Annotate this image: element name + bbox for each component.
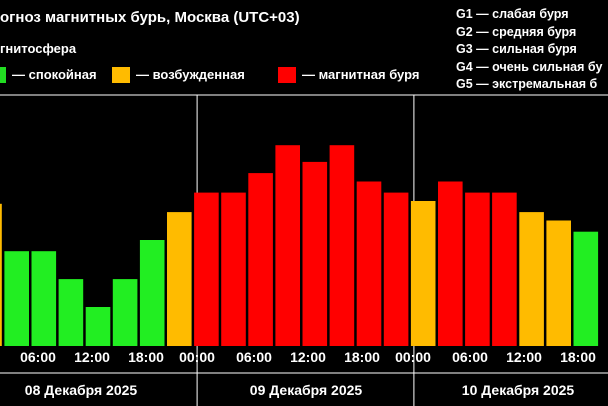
x-tick-label: 06:00 — [236, 349, 272, 365]
bar-calm — [4, 251, 30, 346]
legend-excited-label: — возбужденная — [136, 67, 245, 82]
g-legend-item: G1 — слабая буря — [456, 7, 569, 21]
day-label: 09 Декабря 2025 — [250, 382, 363, 398]
bar-storm — [275, 145, 300, 346]
legend-storm-label: — магнитная буря — [302, 67, 420, 82]
legend-storm-swatch — [278, 67, 296, 83]
bar-storm — [194, 192, 219, 346]
g-legend-item: G5 — экстремальная б — [456, 77, 598, 91]
bar-storm — [438, 181, 463, 346]
bar-storm — [465, 192, 490, 346]
day-label: 10 Декабря 2025 — [462, 382, 575, 398]
bar-storm — [356, 181, 382, 346]
g-scale-legend: G1 — слабая буря G2 — средняя буря G3 — си… — [456, 6, 608, 94]
bar-excited — [167, 212, 192, 346]
bar-storm — [383, 192, 409, 346]
x-tick-label: 00:00 — [179, 349, 215, 365]
bar-storm — [302, 161, 328, 346]
chart-subtitle: гнитосфера — [0, 41, 77, 56]
bar-storm — [329, 145, 355, 346]
x-tick-label: 18:00 — [128, 349, 164, 365]
bar-calm — [31, 251, 57, 346]
legend-calm-swatch — [0, 67, 6, 83]
x-tick-label: 06:00 — [452, 349, 488, 365]
bar-calm — [112, 279, 138, 346]
bar-excited — [410, 201, 436, 346]
legend-calm-label: — спокойная — [12, 67, 97, 82]
x-tick-label: 06:00 — [20, 349, 56, 365]
g-legend-item: G3 — сильная буря — [456, 42, 577, 56]
bar-excited — [519, 212, 544, 346]
legend-excited-swatch — [112, 67, 130, 83]
chart-title: огноз магнитных бурь, Москва (UTC+03) — [0, 9, 300, 26]
x-tick-label: 12:00 — [506, 349, 542, 365]
x-tick-label: 18:00 — [344, 349, 380, 365]
x-tick-label: 00:00 — [395, 349, 431, 365]
bar-calm — [573, 231, 599, 346]
bar-storm — [492, 192, 517, 346]
g-legend-item: G4 — очень сильная бу — [456, 59, 603, 74]
x-tick-label: 18:00 — [560, 349, 596, 365]
bar-calm — [139, 240, 165, 346]
bar-storm — [248, 173, 273, 346]
bar-calm — [58, 279, 84, 346]
bar-storm — [221, 192, 246, 346]
x-tick-label: 12:00 — [290, 349, 326, 365]
bar-excited — [546, 220, 571, 346]
x-tick-label: 12:00 — [74, 349, 110, 365]
g-legend-item: G2 — средняя буря — [456, 24, 577, 39]
day-label: 08 Декабря 2025 — [25, 382, 138, 398]
bar-calm — [85, 307, 111, 346]
status-legend: — спокойная — возбужденная — магнитная бур… — [0, 64, 440, 86]
bar-excited — [0, 203, 2, 346]
